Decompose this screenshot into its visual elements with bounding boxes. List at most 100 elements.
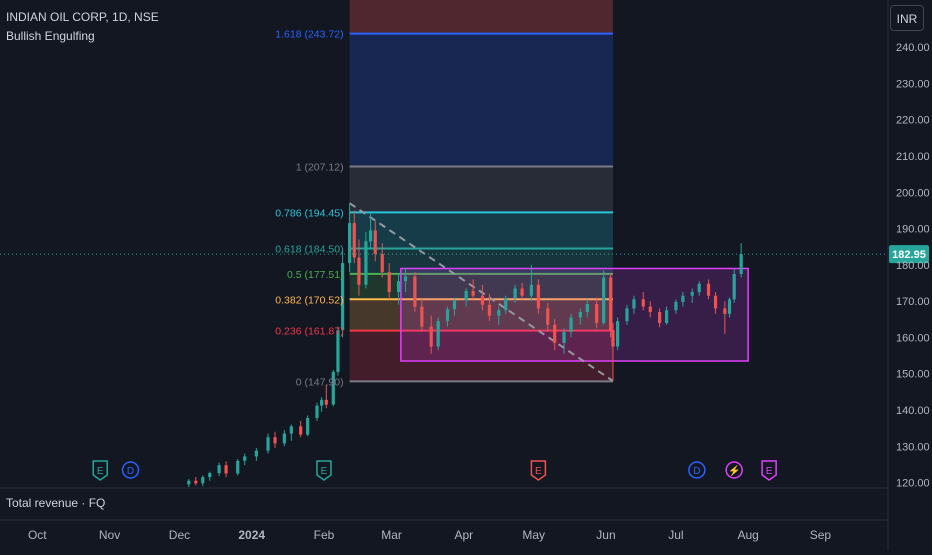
y-tick-label: 170.00	[896, 296, 930, 308]
candle-body[interactable]	[723, 308, 727, 314]
trend-line[interactable]	[349, 202, 614, 382]
fib-level-label: 1.618 (243.72)	[275, 29, 343, 41]
candle-body[interactable]	[497, 310, 501, 316]
candle-body[interactable]	[352, 223, 356, 258]
candle-body[interactable]	[487, 304, 492, 316]
candle-body[interactable]	[373, 230, 377, 254]
candle-body[interactable]	[368, 230, 373, 242]
candle-body[interactable]	[569, 317, 573, 332]
fib-zone	[349, 33, 613, 167]
dividend-marker-icon[interactable]	[688, 461, 706, 479]
candle-body[interactable]	[648, 306, 652, 313]
y-tick-label: 140.00	[896, 405, 930, 417]
candle-body[interactable]	[578, 312, 582, 318]
candle-body[interactable]	[236, 460, 240, 474]
candle-body[interactable]	[513, 288, 517, 299]
candle-body[interactable]	[336, 330, 340, 372]
y-tick-label: 130.00	[896, 441, 930, 453]
split-marker-icon[interactable]	[725, 461, 743, 479]
event-marker-symbol: E	[97, 466, 104, 477]
candle-body[interactable]	[529, 284, 534, 296]
dividend-marker-icon[interactable]	[121, 461, 140, 479]
candle-body[interactable]	[713, 295, 718, 309]
candle-body[interactable]	[224, 465, 228, 474]
candle-body[interactable]	[611, 330, 615, 347]
candle-body[interactable]	[609, 277, 613, 331]
y-tick-label: 190.00	[896, 224, 930, 236]
candle-body[interactable]	[324, 399, 328, 405]
candle-body[interactable]	[585, 304, 589, 313]
candle-body[interactable]	[504, 298, 508, 311]
candle-body[interactable]	[429, 326, 433, 347]
candle-body[interactable]	[208, 473, 212, 478]
candle-body[interactable]	[595, 304, 599, 323]
x-tick-label: May	[522, 528, 545, 542]
candle-body[interactable]	[299, 426, 303, 435]
fib-level-label: 0.5 (177.51)	[287, 269, 344, 281]
candle-body[interactable]	[420, 306, 424, 327]
revenue-pane-label: Total revenue · FQ	[6, 496, 106, 510]
earnings-marker-icon[interactable]	[761, 460, 777, 481]
candle-body[interactable]	[289, 426, 293, 434]
candle-body[interactable]	[674, 301, 678, 311]
candle-body[interactable]	[194, 480, 198, 484]
candle-body[interactable]	[266, 437, 270, 451]
candle-body[interactable]	[641, 299, 645, 307]
fib-level-label: 0.236 (161.87)	[275, 326, 343, 338]
candle-body[interactable]	[632, 299, 636, 309]
candle-body[interactable]	[739, 254, 743, 274]
candle-body[interactable]	[403, 276, 408, 282]
consolidation-box[interactable]	[400, 267, 749, 362]
candle-body[interactable]	[727, 299, 732, 314]
candle-body[interactable]	[464, 290, 468, 301]
candle-body[interactable]	[396, 281, 401, 293]
candle-body[interactable]	[315, 405, 319, 418]
candle-body[interactable]	[243, 456, 247, 461]
candle-body[interactable]	[706, 283, 711, 296]
candle-body[interactable]	[602, 277, 606, 323]
candle-body[interactable]	[273, 437, 277, 444]
candle-body[interactable]	[471, 290, 475, 296]
earnings-marker-icon[interactable]	[530, 460, 547, 481]
candle-body[interactable]	[357, 257, 361, 285]
x-tick-label: Aug	[737, 528, 758, 542]
candle-body[interactable]	[413, 276, 417, 307]
candle-body[interactable]	[331, 371, 335, 405]
fib-level-label: 0.618 (184.50)	[275, 244, 343, 256]
candle-body[interactable]	[364, 241, 368, 285]
candle-body[interactable]	[546, 308, 550, 325]
earnings-marker-icon[interactable]	[316, 460, 332, 481]
candle-body[interactable]	[690, 292, 694, 296]
candle-body[interactable]	[254, 450, 258, 457]
candle-body[interactable]	[625, 308, 629, 322]
candle-body[interactable]	[536, 284, 540, 309]
candle-body[interactable]	[217, 465, 221, 474]
candle-body[interactable]	[348, 223, 352, 264]
candle-body[interactable]	[732, 273, 736, 300]
candle-body[interactable]	[697, 283, 701, 293]
candle-body[interactable]	[681, 295, 685, 302]
candle-body[interactable]	[664, 310, 669, 323]
candle-body[interactable]	[657, 312, 662, 323]
candle-body[interactable]	[187, 480, 191, 485]
candle-body[interactable]	[480, 295, 485, 305]
candle-body[interactable]	[445, 309, 450, 322]
candle-body[interactable]	[520, 288, 524, 296]
candle-body[interactable]	[452, 300, 457, 310]
last-price-badge	[889, 245, 929, 264]
candle-body[interactable]	[320, 399, 324, 406]
candle-body[interactable]	[616, 321, 620, 347]
currency-button[interactable]: INR	[890, 5, 924, 31]
candle-body[interactable]	[553, 324, 557, 343]
candle-body[interactable]	[306, 417, 310, 435]
candle-body[interactable]	[201, 477, 205, 484]
earnings-marker-icon[interactable]	[92, 460, 108, 481]
candle-body[interactable]	[387, 272, 391, 293]
candle-body[interactable]	[562, 331, 566, 343]
fib-zone	[349, 166, 613, 213]
candle-body[interactable]	[436, 321, 440, 347]
candle-body[interactable]	[380, 253, 384, 273]
candle-body[interactable]	[282, 433, 286, 444]
candle-body[interactable]	[341, 263, 345, 331]
